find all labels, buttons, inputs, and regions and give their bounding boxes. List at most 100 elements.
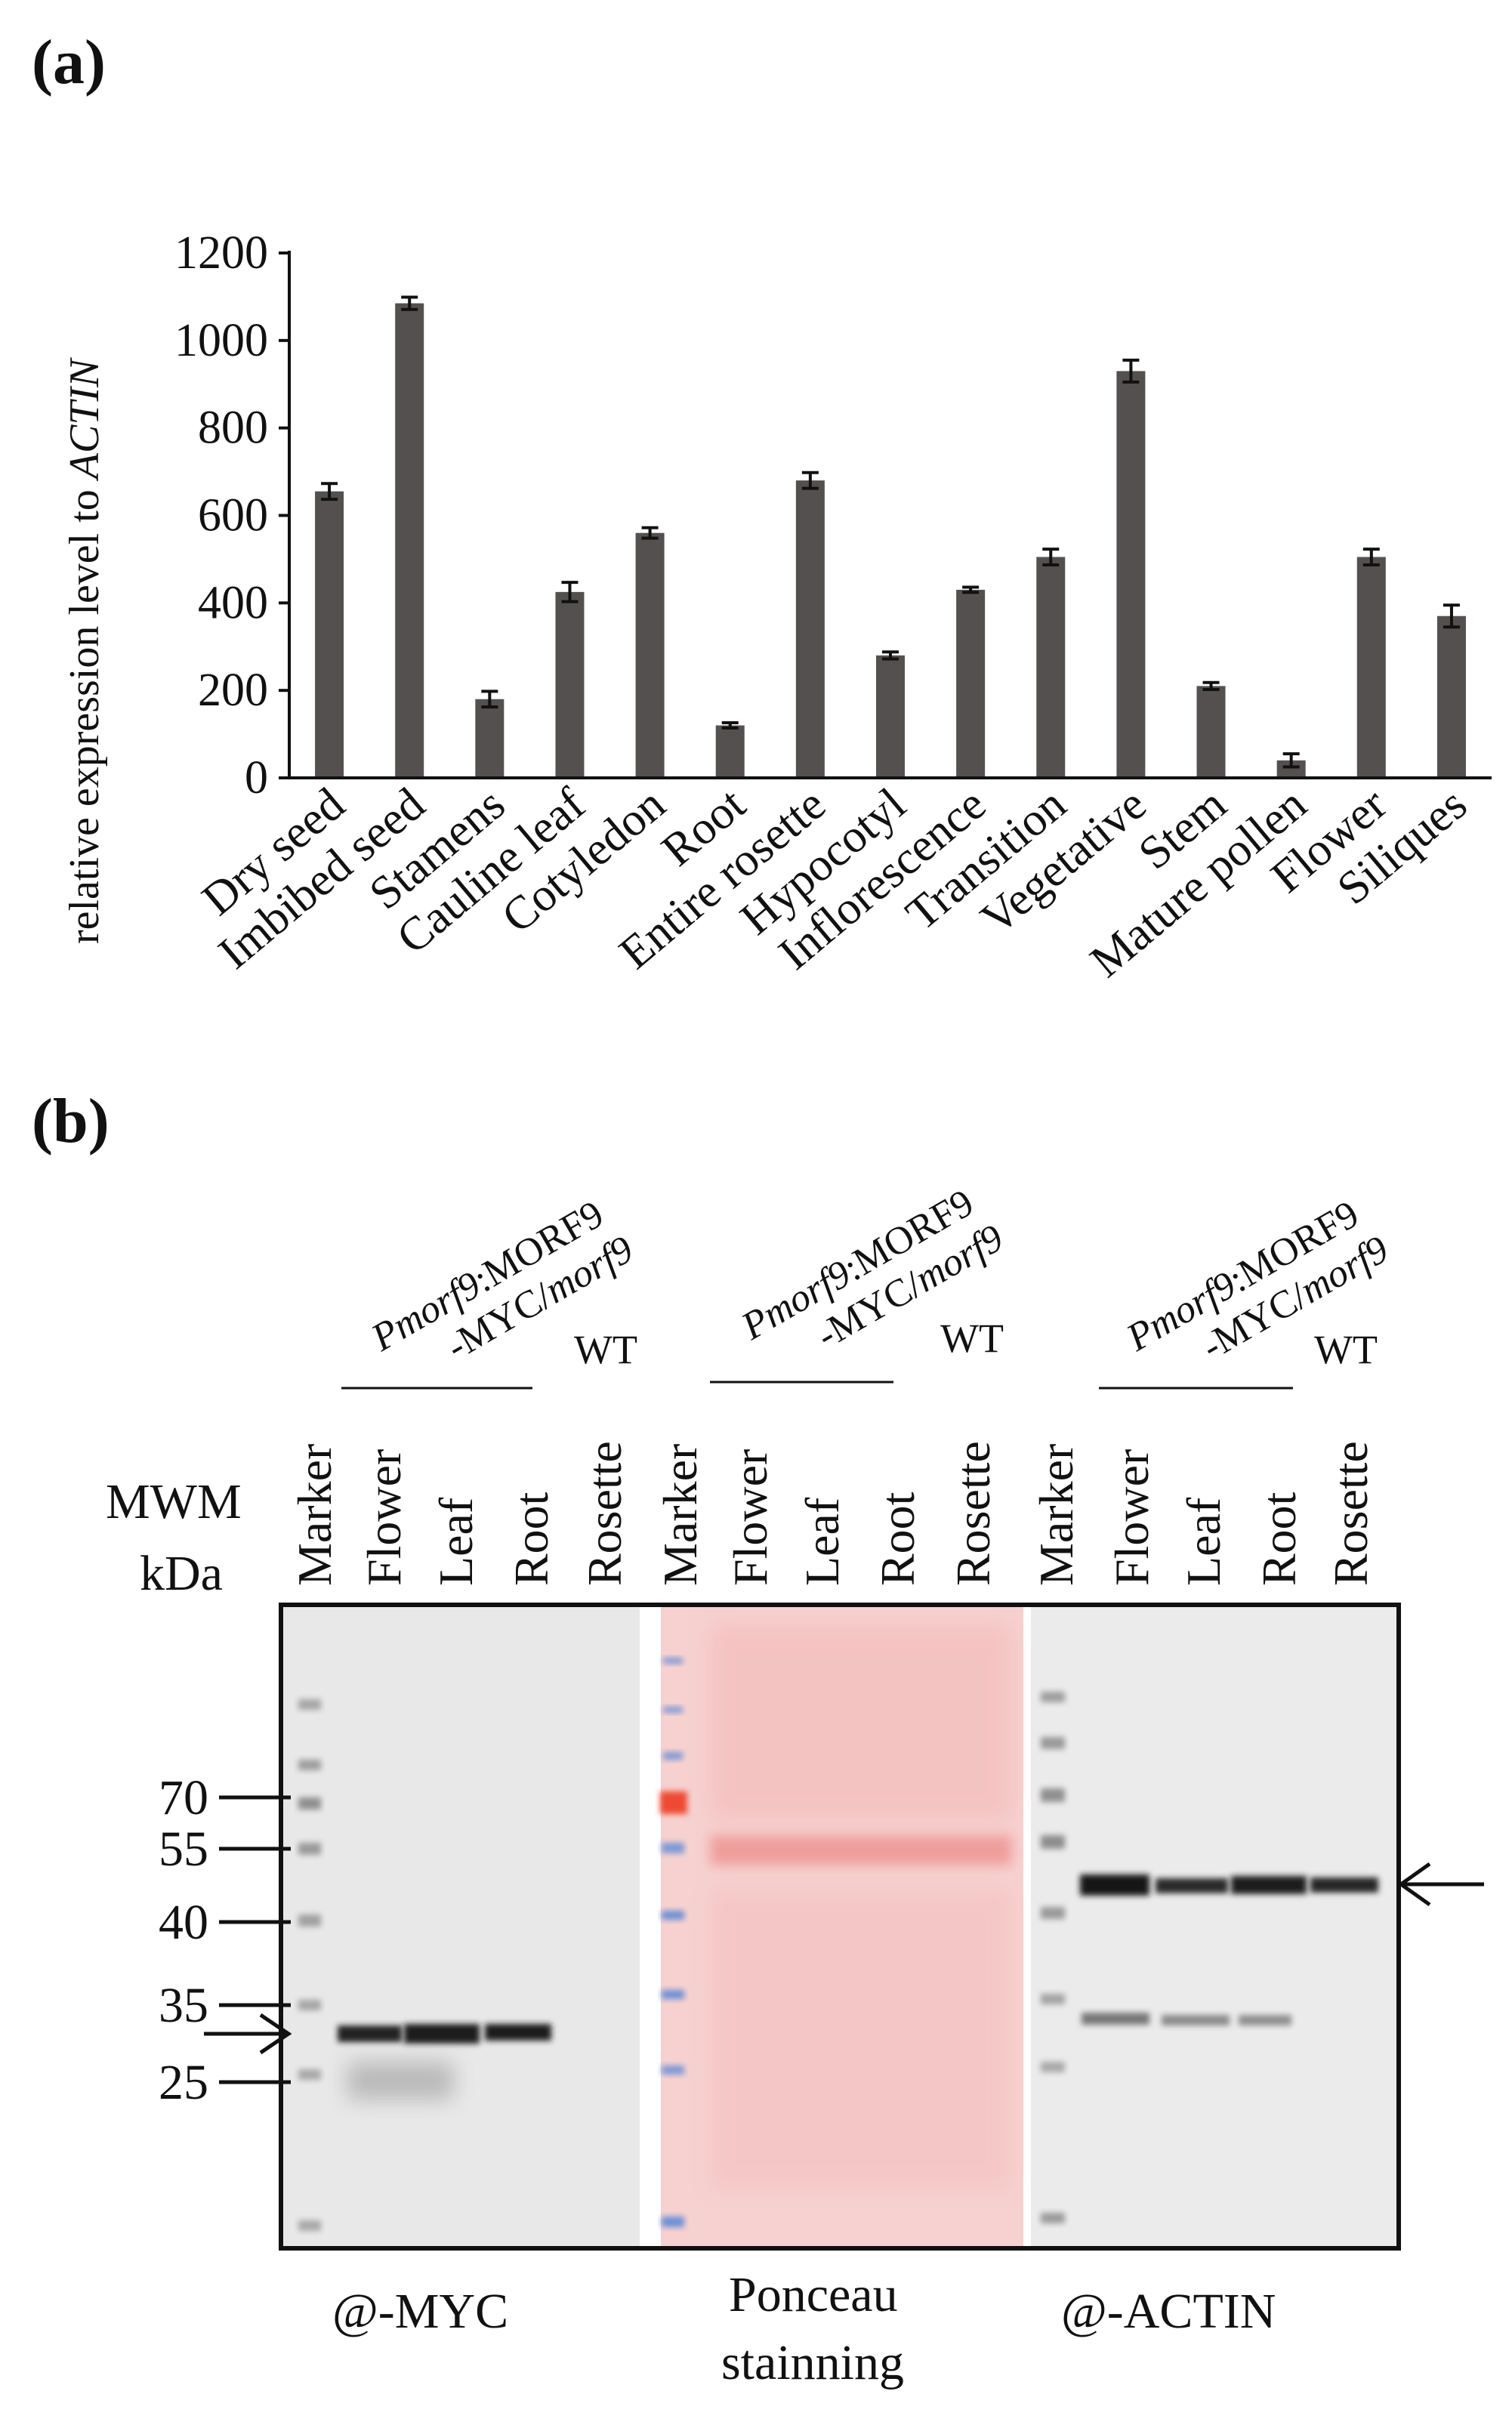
construct-header-myc: Pmorf9:MORF9 -MYC/morf9 WT <box>341 1192 640 1390</box>
kda-label: kDa <box>140 1546 223 1601</box>
caption-ponceau-line1: Ponceau <box>729 2267 898 2322</box>
ladder-band <box>298 1797 321 1809</box>
wt-label: WT <box>1314 1327 1378 1372</box>
myc-band-flower <box>338 2025 402 2042</box>
actin-band-flower <box>1080 1874 1149 1896</box>
ladder-band <box>662 2217 684 2227</box>
y-tick-label: 0 <box>245 752 268 804</box>
bar <box>1036 557 1066 778</box>
bar <box>876 655 905 778</box>
ladder-band <box>662 1843 684 1853</box>
lane-label: Marker <box>1029 1444 1083 1586</box>
lane-label: Root <box>505 1492 558 1586</box>
ponceau-upper-smear <box>710 1624 1012 1820</box>
lane-label: Rosette <box>946 1441 1000 1586</box>
ladder-band <box>1041 2062 1065 2072</box>
error-bar <box>481 690 498 709</box>
bar <box>475 699 505 778</box>
ladder-band <box>1041 1788 1065 1802</box>
ladder-band <box>1041 1692 1065 1702</box>
error-bar <box>1443 603 1460 629</box>
ladder-band <box>298 1699 321 1710</box>
ladder-band <box>662 1990 684 1999</box>
ladder-band <box>298 1914 321 1927</box>
error-bar <box>1362 548 1380 566</box>
lane-label: Root <box>871 1492 924 1586</box>
actin-band-root <box>1231 1876 1307 1894</box>
y-ticks: 0 200 400 600 800 1000 1200 <box>174 227 289 804</box>
ladder-band <box>298 2069 321 2080</box>
ponceau-ladder <box>660 1658 687 2227</box>
lane-label: Flower <box>724 1449 777 1586</box>
panel-a-label: (a) <box>32 27 106 97</box>
blot-strip-actin <box>1031 1607 1397 2246</box>
western-blot <box>279 1603 1401 2251</box>
error-bar <box>721 721 739 730</box>
actin-ladder <box>1041 1692 1065 2223</box>
lane-label: Marker <box>288 1444 341 1586</box>
construct-header-actin: Pmorf9:MORF9 -MYC/morf9 WT <box>1099 1192 1396 1390</box>
error-bar <box>801 470 819 490</box>
actin-minor-band <box>1239 2015 1291 2025</box>
blot-frame <box>279 1603 1401 2251</box>
bar <box>1196 686 1226 778</box>
construct-header-ponceau: Pmorf9:MORF9 -MYC/morf9 WT <box>710 1181 1011 1384</box>
bar <box>715 725 745 778</box>
ladder-band <box>663 1752 683 1760</box>
myc-band-root <box>485 2024 551 2041</box>
actin-arrow <box>1397 1862 1484 1907</box>
ladder-band <box>1041 1835 1065 1849</box>
myc-band-leaf <box>404 2024 480 2044</box>
error-bar <box>561 581 579 603</box>
y-axis-label: relative expression level to ACTIN <box>61 357 108 944</box>
bar <box>795 480 825 778</box>
bar <box>1436 616 1466 778</box>
myc-ladder <box>298 1699 321 2231</box>
lane-label: Rosette <box>578 1441 631 1586</box>
y-tick-label: 800 <box>198 403 268 454</box>
ladder-band <box>1041 1907 1065 1919</box>
error-bar <box>641 526 659 540</box>
mw-marker-label: 35 <box>159 1978 208 2033</box>
error-bar <box>321 482 338 501</box>
bar <box>395 303 424 779</box>
lane-label: Leaf <box>795 1497 849 1586</box>
bar <box>555 591 585 778</box>
error-bar <box>1282 752 1300 769</box>
caption-ponceau-line2: stainning <box>721 2335 904 2390</box>
error-bar <box>401 295 418 311</box>
mw-marker-label: 25 <box>159 2055 208 2110</box>
ladder-band <box>662 1911 684 1920</box>
myc-arrow <box>204 2013 292 2055</box>
lane-label: Flower <box>1105 1449 1159 1586</box>
mwm-label: MWM <box>106 1474 242 1529</box>
lane-label: Leaf <box>429 1497 483 1586</box>
lane-label: Leaf <box>1177 1497 1230 1586</box>
y-tick-label: 1200 <box>174 227 268 279</box>
panel-b-label: (b) <box>32 1086 110 1156</box>
error-bar <box>1202 680 1220 692</box>
error-bar <box>882 650 899 661</box>
error-bars <box>321 295 1460 769</box>
lane-label: Root <box>1252 1492 1306 1586</box>
bar <box>635 532 665 778</box>
ladder-band <box>298 2000 321 2010</box>
mw-marker-label: 40 <box>159 1895 208 1950</box>
error-bar <box>1122 358 1140 384</box>
actin-minor-band <box>1162 2015 1230 2025</box>
ponceau-lower-smear <box>710 1888 1012 2190</box>
ladder-red-band <box>660 1791 687 1814</box>
actin-minor-band <box>1082 2013 1149 2025</box>
mw-marker-label: 70 <box>159 1770 208 1825</box>
y-tick-label: 1000 <box>174 315 268 366</box>
mw-marker-label: 55 <box>159 1822 208 1877</box>
y-tick-label: 600 <box>198 490 268 541</box>
y-tick-label: 200 <box>198 665 268 716</box>
y-tick-label: 400 <box>198 577 268 628</box>
blot-strip-myc <box>283 1607 640 2246</box>
ladder-band <box>663 1658 683 1664</box>
